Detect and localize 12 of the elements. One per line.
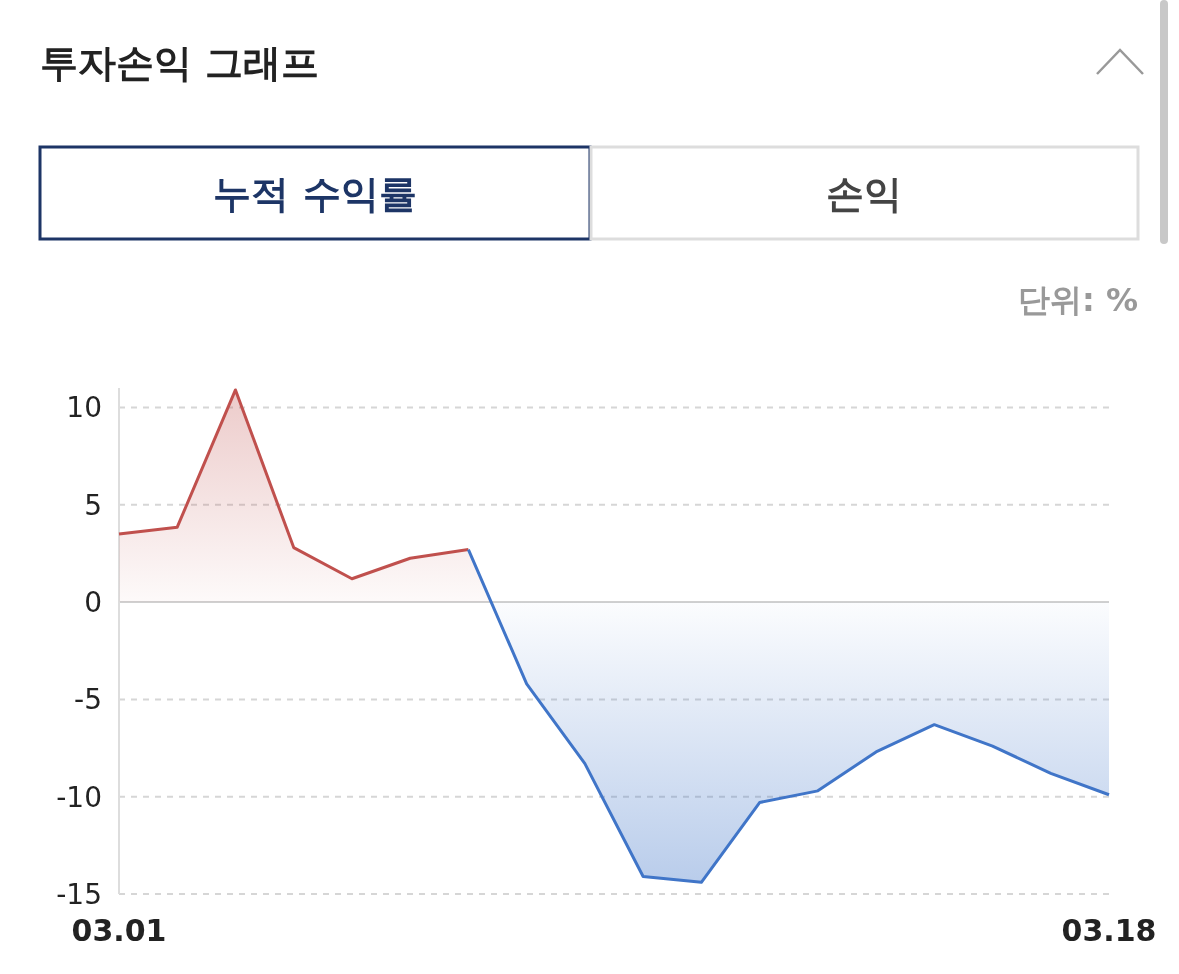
- y-tick-label: -5: [74, 683, 102, 717]
- y-tick-label: 10: [66, 391, 102, 425]
- text: 손익: [826, 172, 902, 216]
- y-tick-label: -10: [56, 780, 102, 814]
- text: 단위: %: [1018, 281, 1138, 319]
- y-tick-label: 5: [84, 488, 102, 522]
- y-tick-label: -15: [56, 878, 102, 911]
- x-tick-label: 03.01: [71, 913, 167, 948]
- chart-title: 투자손익 그래프: [40, 41, 320, 85]
- x-tick-label: 03.18: [1061, 913, 1157, 948]
- text: 누적 수익률: [213, 172, 417, 216]
- y-tick-label: 0: [84, 586, 102, 620]
